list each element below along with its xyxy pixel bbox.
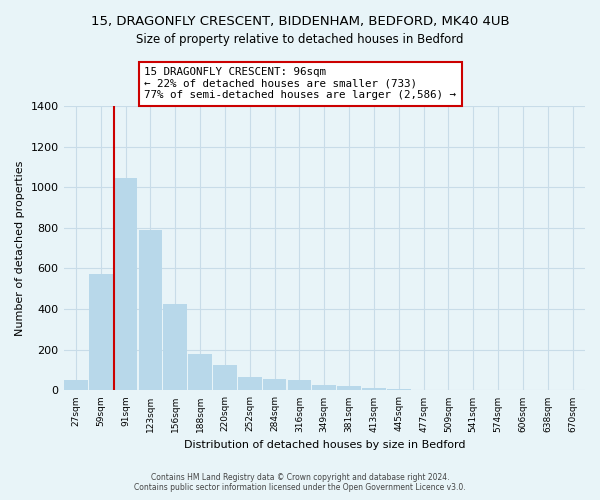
Text: 15, DRAGONFLY CRESCENT, BIDDENHAM, BEDFORD, MK40 4UB: 15, DRAGONFLY CRESCENT, BIDDENHAM, BEDFO… bbox=[91, 15, 509, 28]
Y-axis label: Number of detached properties: Number of detached properties bbox=[15, 160, 25, 336]
Bar bbox=[362, 388, 386, 390]
Text: 15 DRAGONFLY CRESCENT: 96sqm
← 22% of detached houses are smaller (733)
77% of s: 15 DRAGONFLY CRESCENT: 96sqm ← 22% of de… bbox=[145, 67, 457, 100]
Bar bbox=[213, 365, 237, 390]
Bar bbox=[163, 304, 187, 390]
Bar bbox=[287, 380, 311, 390]
Bar bbox=[238, 377, 262, 390]
Bar bbox=[89, 274, 113, 390]
Text: Size of property relative to detached houses in Bedford: Size of property relative to detached ho… bbox=[136, 32, 464, 46]
Bar bbox=[64, 380, 88, 390]
Bar bbox=[313, 386, 336, 390]
Bar bbox=[337, 386, 361, 390]
Bar bbox=[188, 354, 212, 391]
Text: Contains HM Land Registry data © Crown copyright and database right 2024.
Contai: Contains HM Land Registry data © Crown c… bbox=[134, 473, 466, 492]
Bar bbox=[139, 230, 162, 390]
Bar bbox=[114, 178, 137, 390]
Bar bbox=[263, 380, 286, 390]
X-axis label: Distribution of detached houses by size in Bedford: Distribution of detached houses by size … bbox=[184, 440, 465, 450]
